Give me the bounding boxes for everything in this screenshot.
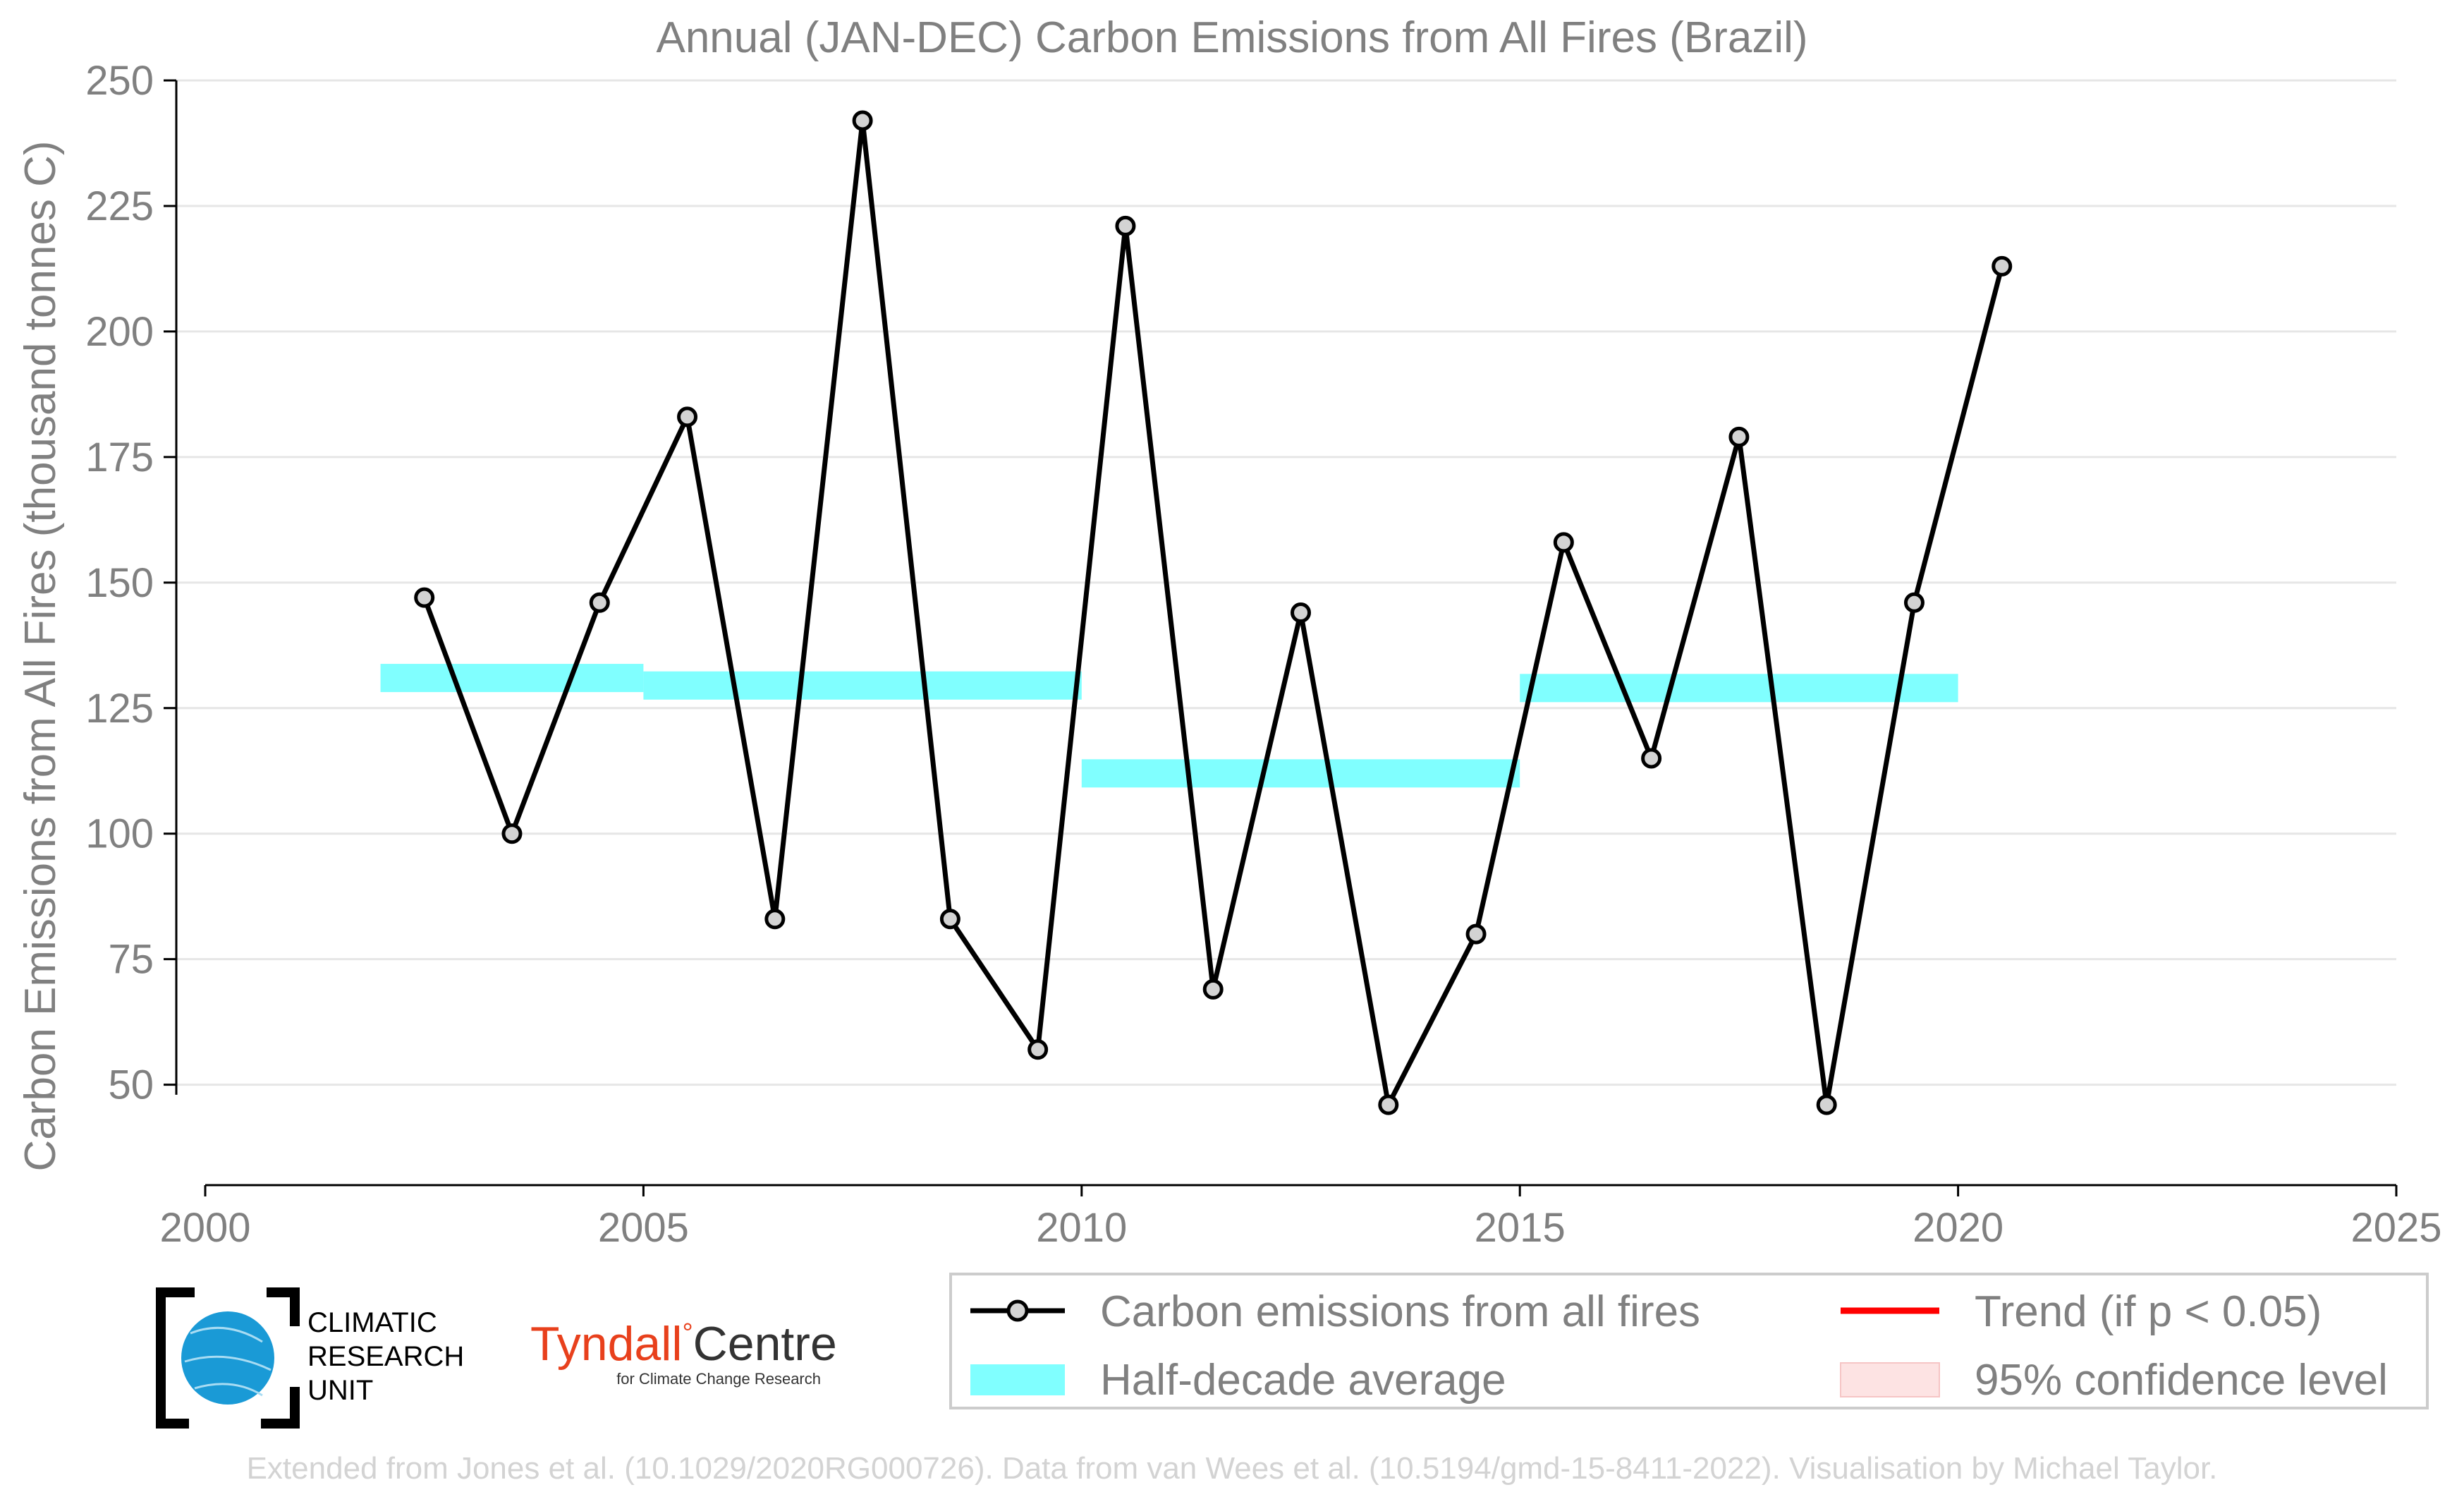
y-tick-label: 125 bbox=[85, 686, 154, 732]
data-point bbox=[1378, 1094, 1399, 1115]
legend-entry-emissions: Carbon emissions from all fires bbox=[970, 1287, 1700, 1336]
chart-title: Annual (JAN-DEC) Carbon Emissions from A… bbox=[656, 13, 1807, 62]
data-point bbox=[1465, 923, 1487, 945]
cru-bracket-right bbox=[261, 1287, 300, 1429]
data-point bbox=[1115, 215, 1136, 236]
data-point bbox=[764, 909, 786, 930]
y-axis-label: Carbon Emissions from All Fires (thousan… bbox=[16, 140, 65, 1171]
legend: Carbon emissions from all fires Trend (i… bbox=[949, 1273, 2429, 1409]
emissions-series bbox=[414, 110, 2013, 1115]
y-tick-label: 50 bbox=[108, 1062, 154, 1108]
tyndall-logo: Tyndall°Centre for Climate Change Resear… bbox=[530, 1317, 837, 1388]
half-decade-bands bbox=[380, 664, 1958, 788]
data-point bbox=[677, 406, 698, 427]
x-tick-label: 2005 bbox=[598, 1205, 689, 1251]
legend-label-half-decade: Half-decade average bbox=[1100, 1356, 1506, 1405]
data-point bbox=[1027, 1039, 1049, 1060]
data-point bbox=[501, 823, 523, 844]
x-tick-label: 2000 bbox=[159, 1205, 250, 1251]
tick-labels: 50 75 100 125 150 175 200 225 250 2000 2005 2010 201… bbox=[85, 58, 2441, 1251]
data-point bbox=[852, 110, 873, 131]
y-tick-label: 225 bbox=[85, 183, 154, 229]
legend-label-confidence: 95% confidence level bbox=[1975, 1356, 2388, 1405]
y-tick-label: 75 bbox=[108, 937, 154, 983]
data-point bbox=[1903, 592, 1925, 613]
data-credit: Extended from Jones et al. (10.1029/2020… bbox=[247, 1451, 2218, 1486]
cru-bracket-left bbox=[156, 1287, 195, 1429]
axes bbox=[164, 79, 2398, 1196]
half-decade-band bbox=[1520, 674, 1958, 703]
data-point bbox=[1816, 1094, 1837, 1115]
data-point bbox=[1728, 426, 1750, 447]
legend-label-emissions: Carbon emissions from all fires bbox=[1100, 1287, 1700, 1336]
legend-confidence-swatch bbox=[1840, 1362, 1940, 1397]
half-decade-band bbox=[643, 671, 1082, 700]
tyndall-subtitle: for Climate Change Research bbox=[616, 1370, 821, 1388]
legend-frame bbox=[949, 1273, 2429, 1409]
cru-text-line2: RESEARCH bbox=[307, 1341, 464, 1372]
data-point bbox=[1202, 978, 1224, 1000]
emissions-line bbox=[422, 118, 2005, 1108]
data-point bbox=[939, 909, 960, 930]
legend-entry-half-decade: Half-decade average bbox=[970, 1356, 1506, 1405]
half-decade-band bbox=[380, 664, 644, 693]
legend-band-swatch bbox=[970, 1364, 1065, 1395]
cru-text-line3: UNIT bbox=[307, 1375, 373, 1406]
tyndall-name: Tyndall°Centre bbox=[530, 1317, 837, 1371]
y-tick-label: 250 bbox=[85, 58, 154, 104]
data-point bbox=[1641, 748, 1662, 769]
x-tick-label: 2020 bbox=[1913, 1205, 2003, 1251]
y-tick-label: 175 bbox=[85, 435, 154, 480]
cru-text-line1: CLIMATIC bbox=[307, 1307, 437, 1338]
legend-marker-swatch bbox=[1006, 1299, 1029, 1322]
data-point bbox=[1291, 602, 1311, 624]
x-tick-label: 2015 bbox=[1475, 1205, 1566, 1251]
data-point bbox=[1992, 255, 2013, 277]
data-point bbox=[414, 587, 435, 608]
data-point bbox=[589, 592, 610, 613]
legend-label-trend: Trend (if p < 0.05) bbox=[1975, 1287, 2322, 1336]
x-tick-label: 2025 bbox=[2350, 1205, 2441, 1251]
legend-entry-trend: Trend (if p < 0.05) bbox=[1841, 1287, 2322, 1336]
y-tick-label: 100 bbox=[85, 811, 154, 857]
cru-logo: CLIMATIC RESEARCH UNIT bbox=[156, 1287, 464, 1429]
data-point bbox=[1553, 532, 1574, 553]
x-tick-label: 2010 bbox=[1036, 1205, 1127, 1251]
half-decade-band bbox=[1081, 759, 1520, 788]
grid-lines bbox=[173, 79, 2396, 1086]
legend-entry-confidence: 95% confidence level bbox=[1840, 1356, 2388, 1405]
cru-globe-lines bbox=[184, 1326, 272, 1397]
y-tick-label: 150 bbox=[85, 560, 154, 606]
y-tick-label: 200 bbox=[85, 309, 154, 355]
